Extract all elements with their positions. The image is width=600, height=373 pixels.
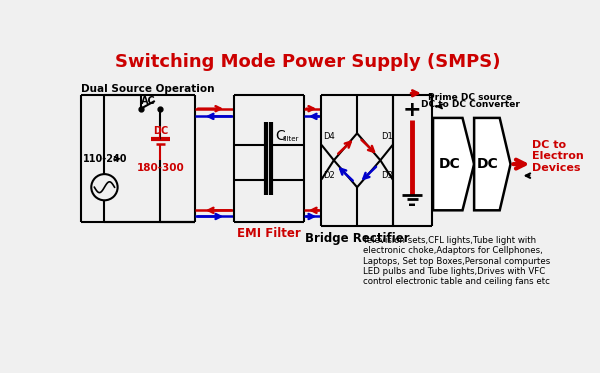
Text: D4: D4 xyxy=(323,132,335,141)
Text: DC: DC xyxy=(477,157,499,171)
Text: D1: D1 xyxy=(381,132,393,141)
Text: C: C xyxy=(275,129,285,142)
Text: DC: DC xyxy=(152,126,168,136)
Text: 110-240: 110-240 xyxy=(83,154,127,164)
Text: -: - xyxy=(408,195,416,214)
Text: +: + xyxy=(403,100,421,120)
Text: Television sets,CFL lights,Tube light with
electronic choke,Adaptors for Cellpho: Television sets,CFL lights,Tube light wi… xyxy=(364,236,551,286)
Text: Bridge Rectifier: Bridge Rectifier xyxy=(305,232,409,245)
Text: Switching Mode Power Supply (SMPS): Switching Mode Power Supply (SMPS) xyxy=(115,53,500,71)
Text: D3: D3 xyxy=(381,171,393,180)
Text: EMI Filter: EMI Filter xyxy=(237,227,301,240)
Polygon shape xyxy=(474,118,511,210)
Text: DC: DC xyxy=(439,157,461,171)
Polygon shape xyxy=(433,118,474,210)
Text: filter: filter xyxy=(283,137,299,142)
Text: 180-300: 180-300 xyxy=(136,163,184,173)
Text: DC to
Electron
Devices: DC to Electron Devices xyxy=(532,140,584,173)
Text: D2: D2 xyxy=(323,171,335,180)
Text: DC to DC Converter: DC to DC Converter xyxy=(421,100,520,109)
Text: Prime DC source: Prime DC source xyxy=(428,93,512,101)
Text: AC: AC xyxy=(141,96,156,106)
Text: Dual Source Operation: Dual Source Operation xyxy=(81,84,215,94)
